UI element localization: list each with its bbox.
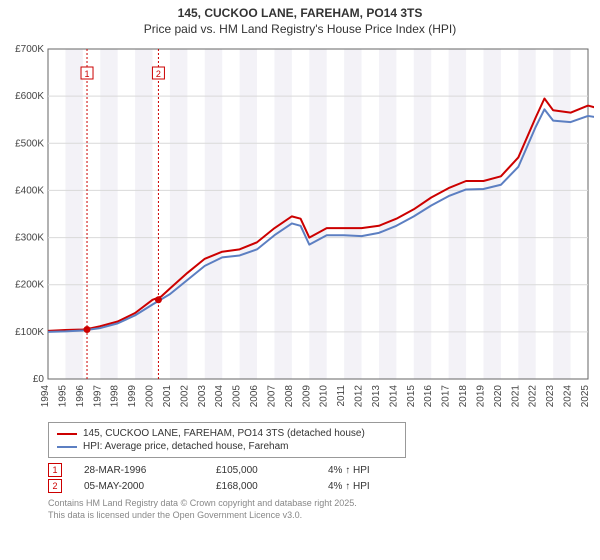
title-line2: Price paid vs. HM Land Registry's House … (144, 22, 456, 36)
svg-text:2016: 2016 (423, 385, 434, 408)
legend-swatch (57, 433, 77, 435)
svg-text:1997: 1997 (92, 385, 103, 408)
title-line1: 145, CUCKOO LANE, FAREHAM, PO14 3TS (178, 6, 423, 20)
legend-swatch (57, 446, 77, 448)
svg-text:£600K: £600K (15, 91, 44, 102)
svg-text:2019: 2019 (475, 385, 486, 408)
svg-text:1998: 1998 (110, 385, 121, 408)
svg-text:2: 2 (156, 69, 161, 79)
event-delta: 4% ↑ HPI (328, 465, 370, 476)
svg-text:2006: 2006 (249, 385, 260, 408)
svg-text:£100K: £100K (15, 327, 44, 338)
chart: £0 £100K £200K £300K £400K £500K £600K £700K 199… (6, 41, 594, 416)
svg-text:2015: 2015 (406, 385, 417, 408)
footer-line2: This data is licensed under the Open Gov… (48, 510, 302, 520)
svg-text:£500K: £500K (15, 138, 44, 149)
svg-text:2018: 2018 (458, 385, 469, 408)
legend-item: 145, CUCKOO LANE, FAREHAM, PO14 3TS (det… (57, 427, 397, 440)
legend: 145, CUCKOO LANE, FAREHAM, PO14 3TS (det… (48, 422, 406, 458)
svg-text:£0: £0 (33, 374, 45, 385)
svg-text:2020: 2020 (493, 385, 504, 408)
svg-text:2017: 2017 (441, 385, 452, 408)
svg-text:£400K: £400K (15, 186, 44, 197)
svg-text:£700K: £700K (15, 44, 44, 55)
event-marker: 2 (48, 479, 62, 493)
svg-text:1: 1 (85, 69, 90, 79)
svg-text:2021: 2021 (510, 385, 521, 408)
svg-text:2010: 2010 (319, 385, 330, 408)
svg-text:2025: 2025 (580, 385, 591, 408)
legend-label: 145, CUCKOO LANE, FAREHAM, PO14 3TS (det… (83, 428, 365, 439)
svg-text:2013: 2013 (371, 385, 382, 408)
svg-text:1994: 1994 (40, 385, 51, 408)
svg-text:2012: 2012 (354, 385, 365, 408)
svg-text:£300K: £300K (15, 233, 44, 244)
svg-text:2000: 2000 (145, 385, 156, 408)
price-event-row: 1 28-MAR-1996 £105,000 4% ↑ HPI (48, 462, 594, 478)
event-date: 28-MAR-1996 (84, 465, 194, 476)
price-events: 1 28-MAR-1996 £105,000 4% ↑ HPI 2 05-MAY… (48, 462, 594, 494)
svg-text:2022: 2022 (528, 385, 539, 408)
svg-text:2001: 2001 (162, 385, 173, 408)
footer: Contains HM Land Registry data © Crown c… (48, 498, 594, 521)
svg-text:2002: 2002 (179, 385, 190, 408)
svg-text:2023: 2023 (545, 385, 556, 408)
svg-text:2014: 2014 (388, 385, 399, 408)
svg-text:2004: 2004 (214, 385, 225, 408)
footer-line1: Contains HM Land Registry data © Crown c… (48, 498, 357, 508)
svg-text:2009: 2009 (301, 385, 312, 408)
event-delta: 4% ↑ HPI (328, 481, 370, 492)
svg-text:1996: 1996 (75, 385, 86, 408)
svg-text:2007: 2007 (266, 385, 277, 408)
event-marker: 1 (48, 463, 62, 477)
legend-label: HPI: Average price, detached house, Fare… (83, 441, 289, 452)
svg-text:£200K: £200K (15, 280, 44, 291)
price-event-row: 2 05-MAY-2000 £168,000 4% ↑ HPI (48, 478, 594, 494)
svg-text:2024: 2024 (563, 385, 574, 408)
svg-text:1995: 1995 (57, 385, 68, 408)
event-date: 05-MAY-2000 (84, 481, 194, 492)
svg-text:2008: 2008 (284, 385, 295, 408)
event-price: £105,000 (216, 465, 306, 476)
svg-text:1999: 1999 (127, 385, 138, 408)
event-price: £168,000 (216, 481, 306, 492)
svg-text:2011: 2011 (336, 385, 347, 407)
chart-title: 145, CUCKOO LANE, FAREHAM, PO14 3TS Pric… (6, 6, 594, 37)
svg-text:2005: 2005 (232, 385, 243, 408)
legend-item: HPI: Average price, detached house, Fare… (57, 440, 397, 453)
svg-text:2003: 2003 (197, 385, 208, 408)
